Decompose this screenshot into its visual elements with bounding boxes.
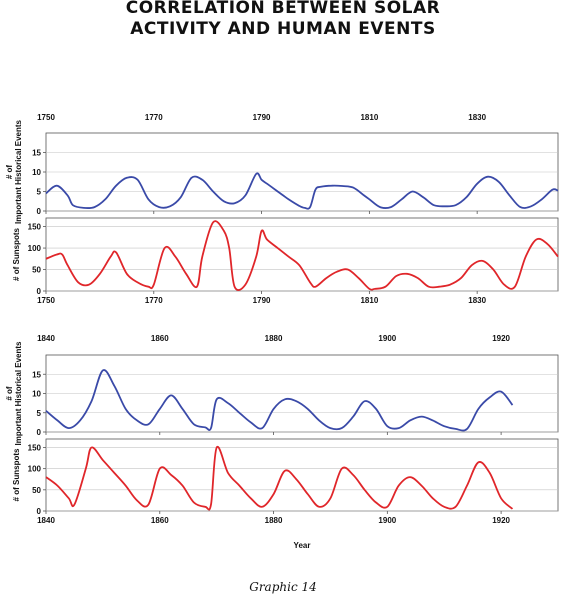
top-axis-tick-label: 1840: [37, 334, 55, 343]
x-axis-tick-label: 1900: [378, 516, 396, 525]
top-axis-tick-label: 1860: [151, 334, 169, 343]
y-axis-tick-label: 15: [32, 149, 41, 158]
y-axis-tick-label: 50: [32, 486, 41, 495]
y-axis-tick-label: 0: [37, 507, 42, 516]
x-axis-tick-label: 1810: [360, 296, 378, 305]
y-axis-tick-label: 10: [32, 390, 41, 399]
y-axis-tick-label: 10: [32, 168, 41, 177]
x-axis-tick-label: 1770: [145, 296, 163, 305]
y-axis-tick-label: 150: [28, 223, 42, 232]
top-axis-tick-label: 1810: [360, 113, 378, 122]
x-axis-tick-label: 1790: [253, 296, 271, 305]
y-axis-title: Important Historical Events: [14, 341, 23, 446]
plot-frame: [45, 217, 559, 292]
historical-events-series-line: [45, 172, 559, 210]
y-axis-title: # of Sunspots: [12, 228, 21, 281]
chart-title-line2: ACTIVITY AND HUMAN EVENTS: [130, 19, 436, 39]
x-axis-title: Year: [294, 541, 311, 550]
top-axis-tick-label: 1770: [145, 113, 163, 122]
sunspots-series-line: [45, 445, 514, 511]
y-axis-tick-label: 50: [32, 266, 41, 275]
historical-events-series-line: [45, 369, 514, 432]
x-axis-tick-label: 1840: [37, 516, 55, 525]
sunspots-series-line: [45, 220, 559, 291]
y-axis-tick-label: 150: [28, 443, 42, 452]
y-axis-tick-label: 100: [28, 244, 42, 253]
x-axis-tick-label: 1860: [151, 516, 169, 525]
figure-caption: Graphic 14: [249, 580, 317, 594]
plot-frame: [45, 438, 559, 512]
x-axis-tick-label: 1920: [492, 516, 510, 525]
top-axis-tick-label: 1830: [468, 113, 486, 122]
x-axis-tick-label: 1750: [37, 296, 55, 305]
top-axis-tick-label: 1880: [265, 334, 283, 343]
top-axis-tick-label: 1900: [378, 334, 396, 343]
chart-title-line1: CORRELATION BETWEEN SOLAR: [125, 0, 441, 18]
y-axis-title: # of: [5, 386, 14, 401]
x-axis-tick-label: 1830: [468, 296, 486, 305]
top-axis-tick-label: 1790: [253, 113, 271, 122]
y-axis-tick-label: 100: [28, 465, 42, 474]
top-axis-tick-label: 1920: [492, 334, 510, 343]
y-axis-tick-label: 0: [37, 207, 42, 216]
x-axis-tick-label: 1880: [265, 516, 283, 525]
y-axis-tick-label: 0: [37, 287, 42, 296]
top-axis-tick-label: 1750: [37, 113, 55, 122]
y-axis-title: # of Sunspots: [12, 448, 21, 501]
y-axis-title: # of: [5, 165, 14, 180]
y-axis-tick-label: 0: [37, 428, 42, 437]
y-axis-tick-label: 15: [32, 370, 41, 379]
y-axis-tick-label: 5: [37, 409, 42, 418]
y-axis-tick-label: 5: [37, 188, 42, 197]
y-axis-title: Important Historical Events: [14, 119, 23, 224]
